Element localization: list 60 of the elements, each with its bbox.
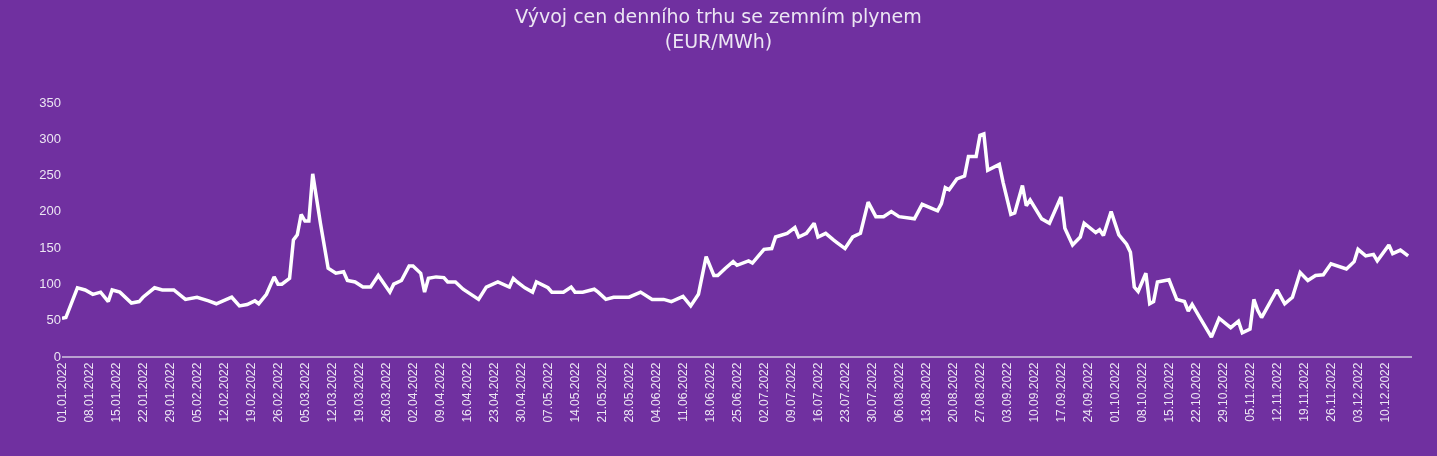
x-tick-label: 27.08.2022 [972, 362, 987, 423]
x-tick-label: 14.05.2022 [567, 362, 582, 423]
y-tick-label: 0 [53, 348, 61, 364]
x-tick-label: 13.08.2022 [918, 362, 933, 423]
x-tick-label: 05.02.2022 [189, 362, 204, 423]
x-tick-label: 05.03.2022 [297, 362, 312, 423]
x-tick-label: 03.09.2022 [999, 362, 1014, 423]
y-tick-label: 50 [46, 312, 61, 328]
x-tick-label: 05.11.2022 [1242, 362, 1257, 422]
x-tick-label: 23.04.2022 [486, 362, 501, 423]
x-tick-label: 01.01.2022 [54, 362, 69, 423]
x-tick-label: 19.03.2022 [351, 362, 366, 423]
x-tick-label: 15.10.2022 [1161, 362, 1176, 423]
x-tick-label: 15.01.2022 [108, 362, 123, 423]
x-tick-label: 01.10.2022 [1107, 362, 1122, 423]
x-tick-label: 08.10.2022 [1134, 362, 1149, 423]
x-tick-label: 30.04.2022 [513, 362, 528, 423]
y-tick-label: 100 [39, 275, 61, 291]
x-tick-label: 04.06.2022 [648, 362, 663, 423]
x-tick-label: 24.09.2022 [1080, 362, 1095, 423]
x-tick-label: 26.11.2022 [1323, 362, 1338, 422]
y-tick-label: 250 [39, 167, 61, 183]
y-tick-label: 350 [39, 94, 61, 110]
x-tick-label: 20.08.2022 [945, 362, 960, 423]
x-tick-label: 12.11.2022 [1269, 362, 1284, 422]
x-tick-label: 10.09.2022 [1026, 362, 1041, 423]
x-tick-label: 09.07.2022 [783, 362, 798, 423]
x-tick-label: 07.05.2022 [540, 362, 555, 423]
x-tick-label: 26.02.2022 [270, 362, 285, 423]
x-tick-label: 16.04.2022 [459, 362, 474, 423]
x-tick-label: 18.06.2022 [702, 362, 717, 423]
x-tick-label: 22.10.2022 [1188, 362, 1203, 423]
x-tick-label: 30.07.2022 [864, 362, 879, 423]
x-tick-label: 03.12.2022 [1350, 362, 1365, 423]
x-tick-label: 28.05.2022 [621, 362, 636, 423]
x-tick-label: 08.01.2022 [81, 362, 96, 423]
x-tick-label: 29.10.2022 [1215, 362, 1230, 423]
x-tick-label: 19.02.2022 [243, 362, 258, 423]
x-tick-label: 12.03.2022 [324, 362, 339, 423]
x-tick-label: 29.01.2022 [162, 362, 177, 423]
x-tick-label: 11.06.2022 [675, 362, 690, 422]
x-tick-label: 26.03.2022 [378, 362, 393, 423]
line-series [62, 132, 1410, 339]
x-tick-label: 17.09.2022 [1053, 362, 1068, 423]
x-tick-label: 02.07.2022 [756, 362, 771, 423]
chart-title: Vývoj cen denního trhu se zemním plynem (EUR/MWh) [515, 4, 922, 52]
x-tick-label: 16.07.2022 [810, 362, 825, 423]
x-tick-label: 23.07.2022 [837, 362, 852, 423]
x-tick-label: 06.08.2022 [891, 362, 906, 423]
x-tick-label: 19.11.2022 [1296, 362, 1311, 422]
y-tick-label: 150 [39, 239, 61, 255]
x-tick-label: 22.01.2022 [135, 362, 150, 423]
x-tick-label: 10.12.2022 [1377, 362, 1392, 423]
y-tick-label: 300 [39, 130, 61, 146]
y-tick-label: 200 [39, 203, 61, 219]
x-tick-label: 21.05.2022 [594, 362, 609, 423]
x-tick-label: 09.04.2022 [432, 362, 447, 423]
x-tick-label: 12.02.2022 [216, 362, 231, 423]
x-tick-label: 02.04.2022 [405, 362, 420, 423]
x-tick-label: 25.06.2022 [729, 362, 744, 423]
